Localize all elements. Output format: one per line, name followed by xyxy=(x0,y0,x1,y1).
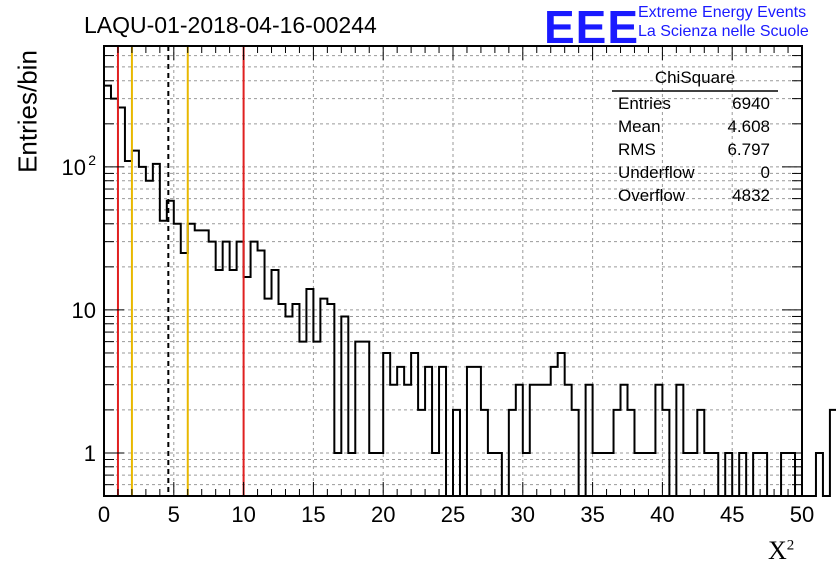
eee-logo: EEE xyxy=(544,1,640,53)
y-tick-label: 1 xyxy=(84,441,96,466)
y-tick-label: 10 xyxy=(72,298,96,323)
axis-ticks xyxy=(103,45,803,497)
stats-row-underflow: Underflow 0 xyxy=(618,163,770,182)
x-tick-label: 5 xyxy=(168,502,180,527)
x-tick-label: 35 xyxy=(580,502,604,527)
x-tick-label: 10 xyxy=(231,502,255,527)
y-tick-label-exponent: 2 xyxy=(88,152,96,168)
x-tick-label: 20 xyxy=(371,502,395,527)
stats-row-entries: Entries 6940 xyxy=(618,94,770,113)
eee-logo-line1: Extreme Energy Events xyxy=(638,4,807,21)
x-tick-label: 0 xyxy=(98,502,110,527)
x-tick-label: 45 xyxy=(720,502,744,527)
threshold-lines xyxy=(116,46,245,496)
stats-row-overflow: Overflow 4832 xyxy=(618,186,770,205)
x-tick-label: 50 xyxy=(790,502,814,527)
x-axis-label: X2 xyxy=(768,536,795,565)
stats-row-mean: Mean 4.608 xyxy=(618,117,770,136)
x-tick-label: 25 xyxy=(441,502,465,527)
x-tick-label: 30 xyxy=(511,502,535,527)
y-tick-label: 10 xyxy=(62,155,86,180)
stats-box-title: ChiSquare xyxy=(654,68,736,87)
eee-logo-line2: La Scienza nelle Scuole xyxy=(638,23,809,40)
x-tick-label: 40 xyxy=(650,502,674,527)
y-axis-label: Entries/bin xyxy=(12,50,43,173)
x-tick-label: 15 xyxy=(301,502,325,527)
stats-row-rms: RMS 6.797 xyxy=(618,140,770,159)
chart-title: LAQU-01-2018-04-16-00244 xyxy=(84,12,377,38)
